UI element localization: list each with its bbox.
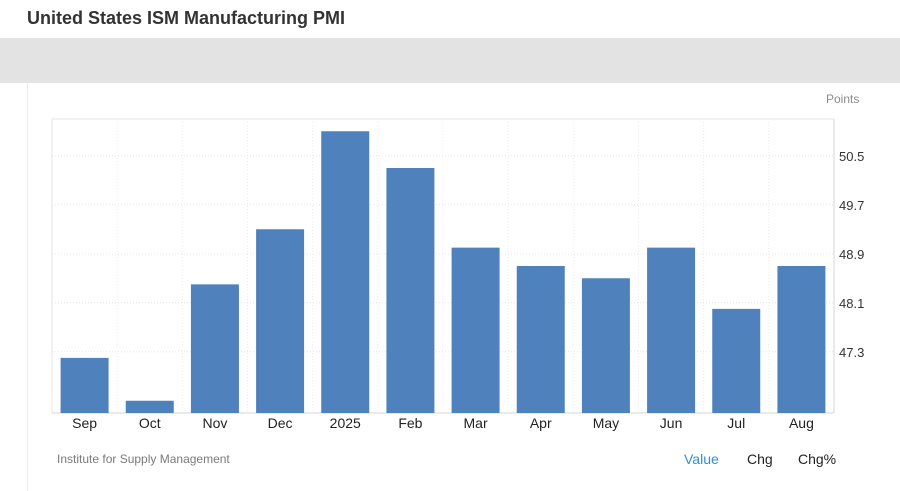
source-label: Institute for Supply Management bbox=[57, 452, 230, 466]
bar bbox=[125, 400, 174, 413]
chg-percent-toggle[interactable]: Chg% bbox=[798, 451, 837, 467]
x-tick-label: Jun bbox=[660, 415, 683, 431]
y-axis-units: Points bbox=[826, 92, 860, 106]
bar bbox=[321, 131, 370, 413]
bar bbox=[60, 357, 109, 413]
x-tick-label: Apr bbox=[530, 415, 552, 431]
x-tick-label: Oct bbox=[139, 415, 161, 431]
bar bbox=[190, 284, 239, 413]
x-tick-label: Sep bbox=[72, 415, 97, 431]
bar bbox=[712, 308, 761, 413]
y-tick-label: 48.9 bbox=[839, 247, 864, 262]
x-axis-labels: Sep Oct Nov Dec 2025 Feb Mar Apr May Jun Jul Aug bbox=[72, 415, 814, 431]
x-tick-label: Aug bbox=[789, 415, 814, 431]
title-bar: United States ISM Manufacturing PMI bbox=[0, 0, 900, 39]
y-axis-labels: 47.3 48.1 48.9 49.7 50.5 bbox=[839, 149, 864, 360]
y-tick-label: 49.7 bbox=[839, 198, 864, 213]
bar bbox=[581, 278, 630, 413]
bar-layer bbox=[60, 131, 826, 413]
grid-layer bbox=[51, 118, 835, 414]
bar bbox=[516, 266, 565, 413]
x-tick-label: Mar bbox=[464, 415, 488, 431]
bar bbox=[256, 229, 305, 413]
x-tick-label: 2025 bbox=[330, 415, 361, 431]
chg-toggle[interactable]: Chg bbox=[747, 451, 773, 467]
y-tick-label: 50.5 bbox=[839, 149, 864, 164]
x-tick-label: Nov bbox=[202, 415, 227, 431]
x-tick-label: Dec bbox=[268, 415, 293, 431]
page-title: United States ISM Manufacturing PMI bbox=[27, 8, 346, 28]
bar bbox=[777, 266, 826, 413]
value-toggle[interactable]: Value bbox=[684, 451, 719, 467]
x-tick-label: Feb bbox=[398, 415, 422, 431]
y-tick-label: 48.1 bbox=[839, 296, 864, 311]
x-tick-label: Jul bbox=[727, 415, 745, 431]
bar bbox=[647, 247, 696, 413]
bar bbox=[451, 247, 500, 413]
x-tick-label: May bbox=[593, 415, 619, 431]
toolbar-band bbox=[0, 39, 900, 83]
bar bbox=[386, 168, 435, 413]
y-tick-label: 47.3 bbox=[839, 345, 864, 360]
